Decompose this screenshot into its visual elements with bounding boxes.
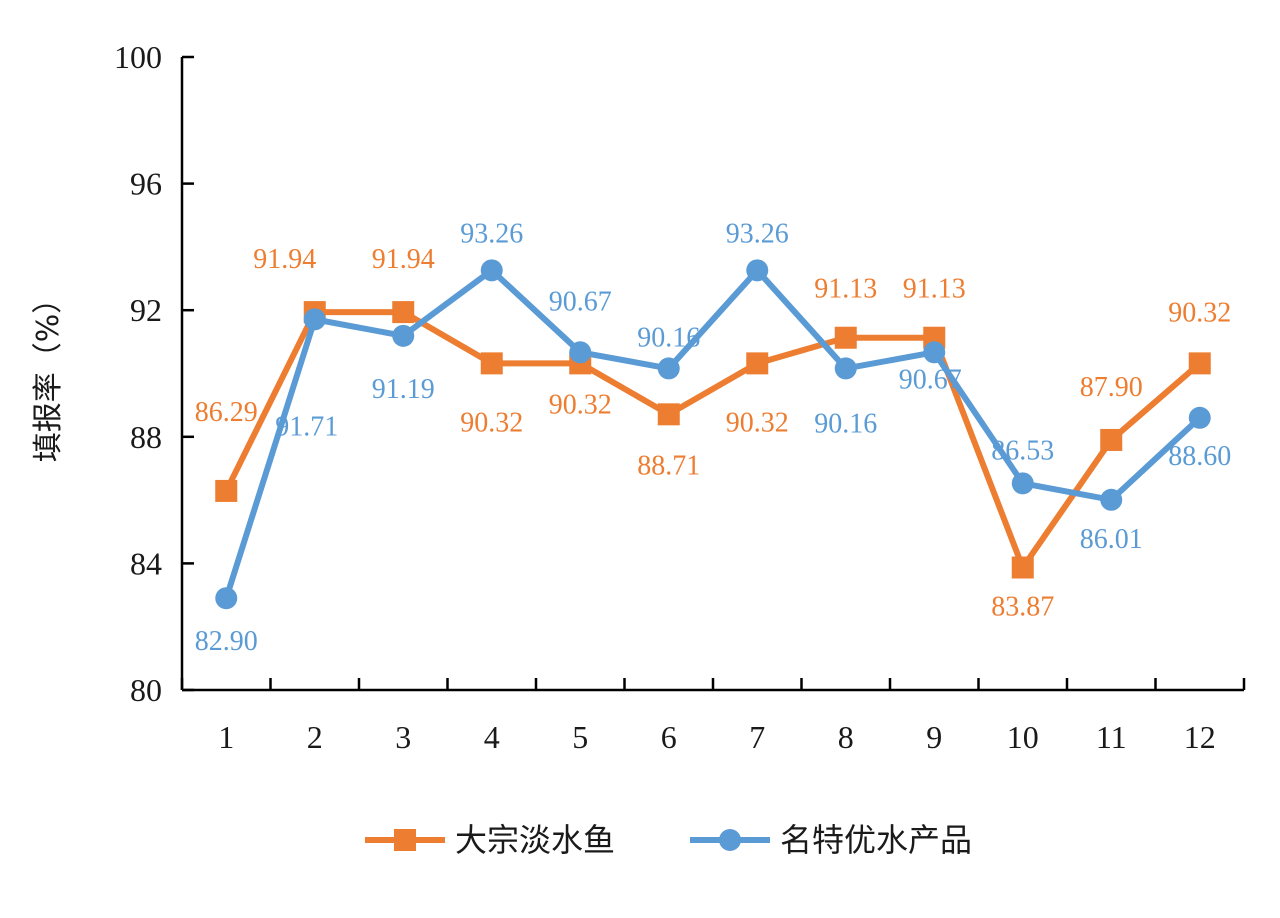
x-tick-label: 8: [838, 719, 854, 755]
series-layer: [215, 259, 1211, 610]
data-label: 90.16: [814, 408, 877, 439]
legend-label: 名特优水产品: [780, 821, 972, 859]
data-label: 90.32: [1168, 297, 1231, 328]
data-label: 90.67: [899, 364, 962, 395]
data-label: 90.32: [460, 407, 523, 438]
x-tick-label: 3: [395, 719, 411, 755]
data-labels: 86.29 91.94 91.94 90.32 90.32 88.71 90.32 91.13…: [195, 218, 1232, 657]
data-point-square: [215, 479, 238, 502]
data-label: 90.32: [726, 407, 789, 438]
data-point-circle: [569, 341, 592, 364]
data-point-circle: [480, 259, 503, 282]
y-tick-label: 100: [114, 39, 162, 75]
x-tick-label: 6: [661, 719, 677, 755]
data-label: 91.19: [372, 374, 435, 405]
data-point-circle: [746, 259, 769, 282]
legend: 大宗淡水鱼 名特优水产品: [365, 821, 972, 859]
data-label: 88.71: [637, 450, 700, 481]
legend-item: 名特优水产品: [690, 821, 972, 859]
data-point-circle: [923, 341, 946, 364]
x-tick-label: 4: [484, 719, 500, 755]
x-tick-label: 12: [1184, 719, 1216, 755]
data-point-square: [392, 301, 415, 324]
legend-label: 大宗淡水鱼: [455, 821, 615, 859]
data-point-circle: [834, 357, 857, 380]
data-label: 86.01: [1080, 524, 1143, 555]
legend-marker-square: [394, 829, 416, 851]
x-tick-label: 1: [218, 719, 234, 755]
x-tick-label: 10: [1007, 719, 1039, 755]
y-axis-title: 填报率（%）: [31, 284, 66, 463]
data-label: 91.94: [253, 244, 316, 275]
data-label: 90.67: [549, 286, 612, 317]
data-label: 82.90: [195, 626, 258, 657]
data-point-circle: [215, 587, 238, 610]
x-tick-label: 9: [926, 719, 942, 755]
data-point-square: [1188, 352, 1211, 375]
series-2: [215, 259, 1211, 610]
data-label: 93.26: [726, 218, 789, 249]
data-point-circle: [303, 308, 326, 331]
x-tick-label: 7: [749, 719, 765, 755]
data-point-square: [480, 352, 503, 375]
y-tick-label: 84: [130, 545, 162, 581]
x-tick-label: 5: [572, 719, 588, 755]
series-1: [215, 301, 1211, 579]
y-tick-label: 96: [130, 166, 162, 202]
data-point-circle: [1100, 488, 1123, 511]
data-point-square: [834, 326, 857, 349]
data-label: 90.32: [549, 389, 612, 420]
data-point-circle: [1011, 472, 1034, 495]
data-label: 93.26: [460, 218, 523, 249]
data-label: 91.13: [903, 274, 966, 305]
data-point-square: [1100, 428, 1123, 451]
legend-marker-circle: [719, 829, 741, 851]
legend-item: 大宗淡水鱼: [365, 821, 615, 859]
x-tick-label: 11: [1096, 719, 1127, 755]
y-tick-label: 88: [130, 419, 162, 455]
data-label: 87.90: [1080, 372, 1143, 403]
data-label: 91.13: [814, 274, 877, 305]
y-tick-label: 92: [130, 292, 162, 328]
data-label: 91.94: [372, 244, 435, 275]
y-tick-label: 80: [130, 672, 162, 708]
data-point-circle: [1188, 406, 1211, 429]
series-line: [223, 267, 1202, 600]
data-point-square: [657, 403, 680, 426]
data-point-circle: [392, 324, 415, 347]
data-label: 86.53: [991, 435, 1054, 466]
data-point-square: [1011, 556, 1034, 579]
data-label: 91.71: [275, 411, 338, 442]
data-label: 83.87: [991, 592, 1054, 623]
data-point-circle: [657, 357, 680, 380]
data-label: 86.29: [195, 397, 258, 428]
data-point-square: [746, 352, 769, 375]
data-label: 88.60: [1168, 441, 1231, 472]
x-tick-label: 2: [307, 719, 323, 755]
data-label: 90.16: [637, 322, 700, 353]
series-line: [223, 309, 1202, 571]
